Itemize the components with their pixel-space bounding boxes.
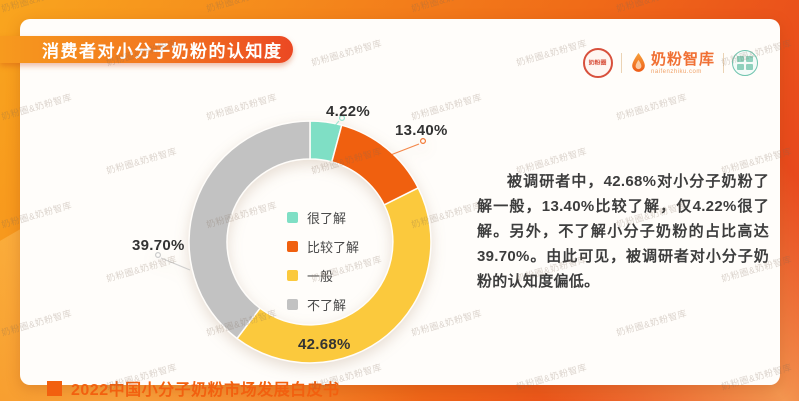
- pct-label-very-familiar: 4.22%: [326, 103, 371, 120]
- analysis-paragraph: 被调研者中，42.68%对小分子奶粉了解一般，13.40%比较了解，仅4.22%…: [477, 173, 769, 290]
- leader-line: [387, 143, 420, 157]
- header-logos: 奶粉圈 奶粉智库 naifenzhiku.com: [582, 48, 758, 78]
- brand-name: 奶粉智库: [650, 50, 715, 68]
- legend-swatch: [287, 299, 298, 310]
- pct-label-unfamiliar: 39.70%: [132, 237, 185, 254]
- page-title: 消费者对小分子奶粉的认知度: [42, 42, 283, 61]
- leader-dot: [339, 115, 346, 122]
- brand-subtext: naifenzhiku.com: [650, 68, 702, 75]
- leader-line: [160, 257, 191, 271]
- legend-item: 不了解: [287, 295, 359, 314]
- watermark-text: 奶粉圈&奶粉智库: [205, 0, 279, 15]
- legend-item: 很了解: [287, 208, 359, 227]
- chart-legend: 很了解比较了解一般不了解: [287, 208, 359, 314]
- leader-line: [331, 120, 340, 130]
- footer-source-text: 2022中国小分子奶粉市场发展白皮书: [71, 382, 340, 399]
- legend-label: 比较了解: [307, 240, 360, 255]
- legend-swatch: [287, 212, 298, 223]
- red-seal-label: 奶粉圈: [589, 60, 607, 67]
- watermark-text: 奶粉圈&奶粉智库: [0, 0, 73, 15]
- legend-label: 不了解: [307, 298, 347, 313]
- footer-square-bullet: [47, 380, 62, 396]
- legend-label: 一般: [307, 269, 334, 284]
- divider: [723, 53, 724, 73]
- legend-item: 比较了解: [287, 237, 359, 256]
- red-seal-icon: 奶粉圈: [582, 48, 613, 78]
- legend-swatch: [287, 270, 298, 281]
- divider: [620, 53, 622, 73]
- donut-slice-3: [188, 120, 311, 340]
- watermark-text: 奶粉圈&奶粉智库: [615, 0, 689, 15]
- legend-label: 很了解: [307, 211, 347, 226]
- title-banner: 消费者对小分子奶粉的认知度: [0, 36, 293, 63]
- legend-item: 一般: [287, 266, 359, 285]
- brand-logo: 奶粉智库 naifenzhiku.com: [630, 52, 715, 75]
- legend-swatch: [287, 241, 298, 252]
- watermark-text: 奶粉圈&奶粉智库: [410, 0, 484, 15]
- leader-dot: [420, 137, 427, 144]
- green-seal-icon: [732, 50, 758, 76]
- content-card: 奶粉圈 奶粉智库 naifenzhiku.com: [20, 19, 780, 399]
- flame-icon: [632, 53, 645, 72]
- pct-label-average: 42.68%: [298, 336, 351, 353]
- source-footer: 2022中国小分子奶粉市场发展白皮书: [47, 376, 340, 400]
- leader-dot: [154, 252, 161, 259]
- pct-label-fairly-familiar: 13.40%: [395, 122, 448, 139]
